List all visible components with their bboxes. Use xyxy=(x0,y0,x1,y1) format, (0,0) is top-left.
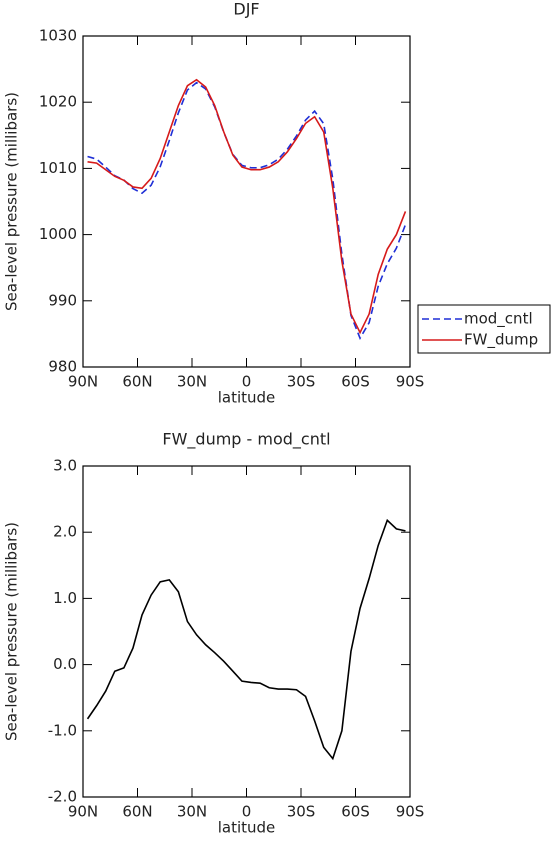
x-axis-label: latitude xyxy=(218,819,276,837)
x-tick-label: 30S xyxy=(287,803,316,821)
y-tick-label: 980 xyxy=(48,358,77,376)
data-line xyxy=(86,518,406,761)
chart-title: DJF xyxy=(233,0,259,19)
y-tick-label: 0.0 xyxy=(53,655,77,673)
panel: FW_dump - mod_cntl 90N 60N 30N 0 30S 60S 90S -2.… xyxy=(3,430,425,837)
x-tick-label: 30S xyxy=(287,373,316,391)
y-tick-label: 2.0 xyxy=(53,523,77,541)
y-tick-label: -1.0 xyxy=(48,721,77,739)
x-tick-label: 60S xyxy=(341,803,370,821)
plot-frame xyxy=(82,465,411,798)
y-tick-label: 3.0 xyxy=(53,457,77,475)
x-tick-label: 90S xyxy=(396,803,425,821)
y-tick-label: -2.0 xyxy=(48,788,77,806)
legend-label: FW_dump xyxy=(464,331,538,350)
x-tick-label: 30N xyxy=(177,803,207,821)
series-line xyxy=(87,81,407,341)
y-tick-label: 1.0 xyxy=(53,589,77,607)
legend-label: mod_cntl xyxy=(464,310,533,329)
plot-frame xyxy=(82,35,411,368)
x-tick-label: 60N xyxy=(122,803,152,821)
x-tick-label: 90N xyxy=(68,803,98,821)
y-tick-label: 1010 xyxy=(39,159,77,177)
y-tick-label: 1030 xyxy=(39,27,77,45)
x-tick-label: 30N xyxy=(177,373,207,391)
series-line xyxy=(87,78,407,335)
y-tick-label: 990 xyxy=(48,291,77,309)
x-tick-label: 0 xyxy=(242,803,252,821)
legend: mod_cntl FW_dump xyxy=(417,304,551,354)
x-tick-label: 60N xyxy=(122,373,152,391)
legend-box xyxy=(417,304,551,354)
y-axis-label: Sea-level pressure (millibars) xyxy=(3,522,21,741)
chart-title: FW_dump - mod_cntl xyxy=(162,430,330,450)
y-tick-label: 1000 xyxy=(39,225,77,243)
x-tick-label: 90S xyxy=(396,373,425,391)
x-tick-label: 60S xyxy=(341,373,370,391)
x-tick-label: 90N xyxy=(68,373,98,391)
x-axis-label: latitude xyxy=(218,389,276,407)
y-axis-label: Sea-level pressure (millibars) xyxy=(3,92,21,311)
x-tick-label: 0 xyxy=(242,373,252,391)
y-tick-label: 1020 xyxy=(39,93,77,111)
panel: DJF 90N 60N 30N 0 30S 60S 90S 980 990 1000 1010 1020… xyxy=(3,0,551,407)
